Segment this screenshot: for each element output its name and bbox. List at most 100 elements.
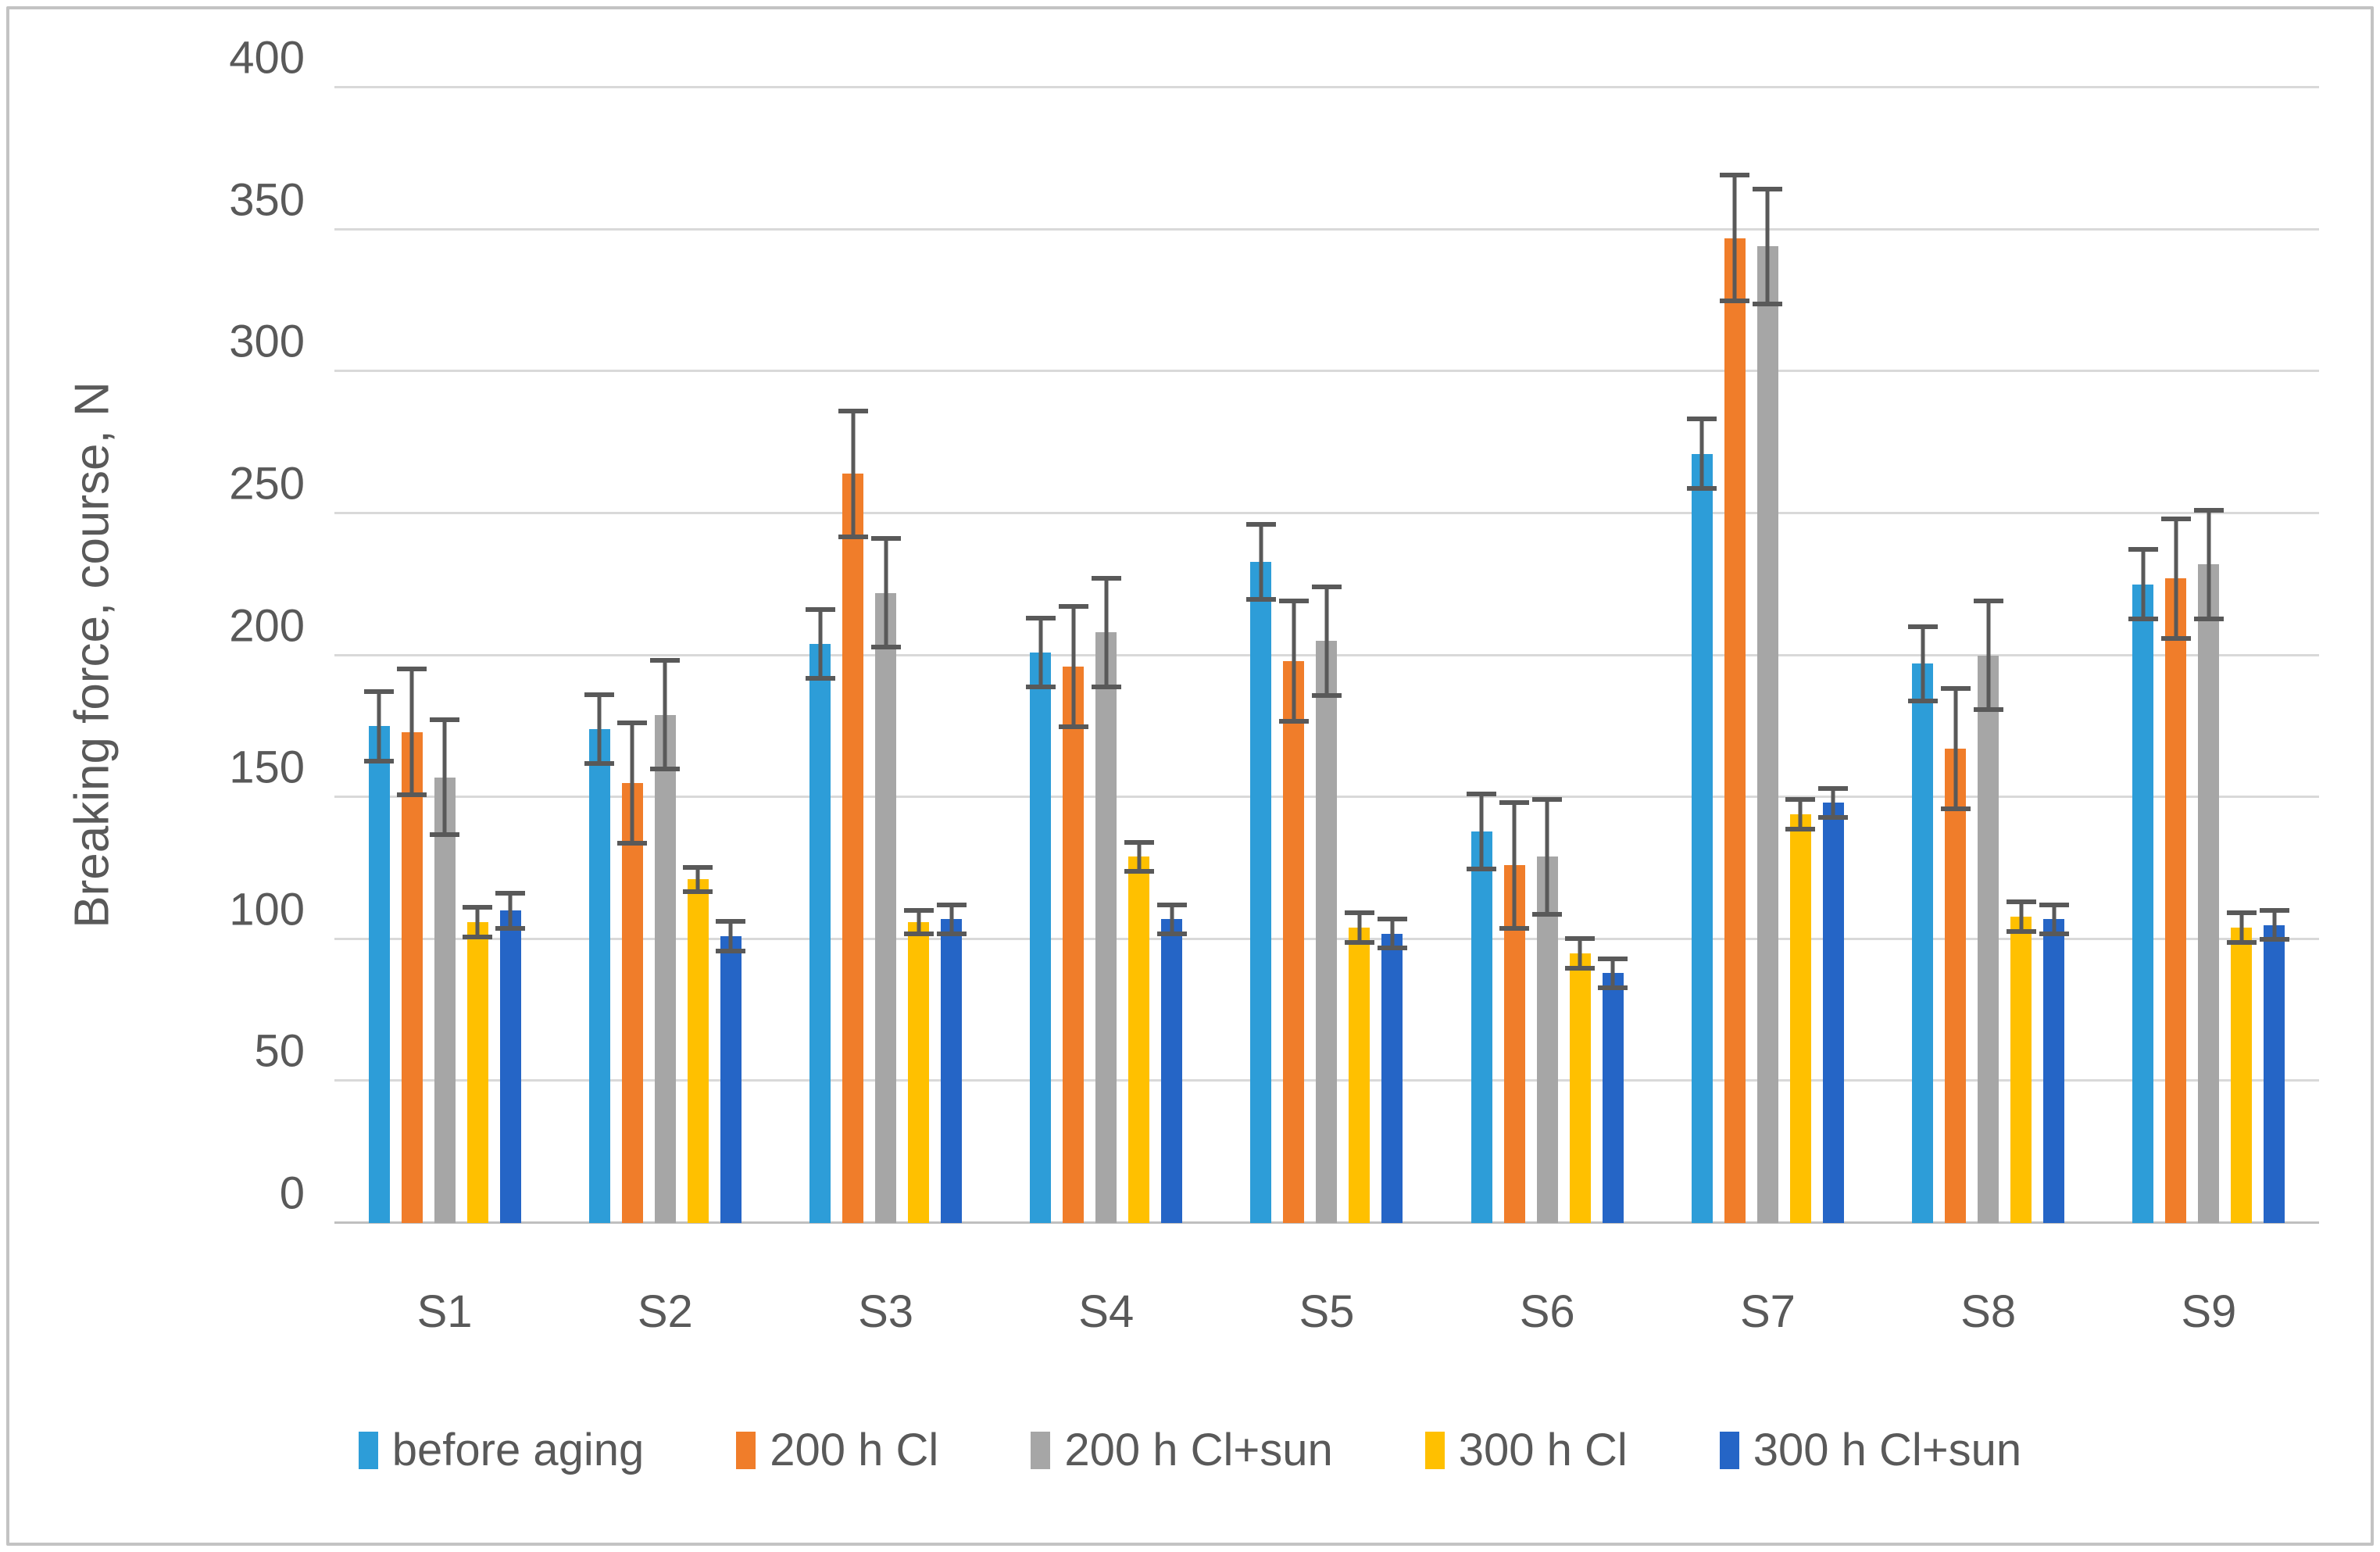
bar-S5-series-1 [1245,521,1276,1223]
error-bar-bottom-cap [1785,826,1816,831]
bar-S5-series-3 [1311,584,1342,1223]
bar-S6-series-3 [1532,797,1563,1223]
error-bar-stem [597,692,602,767]
error-bar-bottom-cap [1156,932,1187,937]
gridline [334,511,2319,514]
error-bar [1499,799,1530,931]
error-bar-top-cap [1687,417,1717,422]
error-bar-stem [1921,624,1925,704]
error-bar-stem [1578,936,1582,971]
error-bar-top-cap [1753,187,1783,192]
error-bar-stem [1765,187,1770,306]
error-bar-stem [1104,575,1109,690]
error-bar-top-cap [1344,910,1374,916]
bar-S8-series-5 [2039,902,2069,1223]
error-bar [683,865,713,894]
bar-S6-series-4 [1565,936,1596,1223]
error-bar-bottom-cap [397,792,427,798]
bar-S3-series-2 [838,408,868,1223]
bar-group-S7 [1657,88,1878,1223]
error-bar-stem [1831,785,1835,821]
error-bar-top-cap [2259,907,2289,913]
error-bar-bottom-cap [1124,869,1154,874]
error-bar-bottom-cap [1344,940,1374,946]
error-bar-top-cap [1973,598,2003,603]
error-bar-top-cap [2226,910,2257,916]
error-bar [1720,173,1750,304]
bar-S1-series-5 [495,891,526,1223]
error-bar-top-cap [2006,899,2036,904]
error-bar-top-cap [1818,785,1849,791]
error-bar-top-cap [1598,956,1628,961]
bar-S3-series-5 [936,902,967,1223]
error-bar-stem [409,667,414,798]
error-bar-top-cap [1245,521,1276,527]
error-bar [430,717,460,837]
x-tick-label-S6: S6 [1519,1286,1575,1337]
legend-label: 200 h Cl+sun [1064,1425,1333,1475]
error-bar-stem [1137,839,1142,874]
error-bar-stem [695,865,700,894]
error-bar-bottom-cap [1532,911,1563,917]
gridline [334,86,2319,88]
error-bar-stem [508,891,513,931]
legend-item-1: before aging [358,1424,645,1476]
error-bar-top-cap [2193,507,2224,513]
error-bar-top-cap [2128,547,2158,552]
error-bar [1598,956,1628,991]
error-bar-bottom-cap [495,925,526,931]
error-bar-bottom-cap [1058,724,1088,729]
bar-S7-series-3 [1753,187,1783,1223]
bar-S7-series-1 [1687,417,1717,1223]
legend-swatch-icon [736,1431,756,1469]
error-bar-bottom-cap [1940,806,1971,812]
legend: before aging 200 h Cl 200 h Cl+sun 300 h Cl… [0,1424,2380,1476]
error-bar-bottom-cap [2039,932,2069,937]
error-bar-top-cap [1311,584,1342,589]
error-bar-bottom-cap [1687,485,1717,491]
legend-swatch-icon [1424,1431,1445,1469]
bar-S2-series-2 [617,721,648,1223]
bar-S8-series-3 [1973,598,2003,1223]
x-tick-label-S2: S2 [637,1286,693,1337]
x-tick-label-S1: S1 [416,1286,473,1337]
error-bar [1687,417,1717,491]
bar-S2-series-5 [716,919,746,1223]
error-bar-top-cap [584,692,615,697]
error-bar-bottom-cap [1598,985,1628,991]
error-bar [584,692,615,767]
error-bar-bottom-cap [584,761,615,767]
error-bar [1785,797,1816,831]
error-bar [1091,575,1121,690]
error-bar-top-cap [1025,615,1056,620]
error-bar-top-cap [1907,624,1938,629]
bar-group-S3 [775,88,995,1223]
error-bar-bottom-cap [1907,699,1938,704]
bar-group-S4 [996,88,1217,1223]
error-bar-bottom-cap [1377,946,1407,951]
error-bar-bottom-cap [364,758,395,763]
error-bar [495,891,526,931]
y-tick-label: 200 [229,600,305,651]
error-bar [1278,598,1309,724]
error-bar-stem [1357,910,1362,946]
legend-label: before aging [391,1425,645,1475]
error-bar-top-cap [1091,575,1121,581]
error-bar-stem [1986,598,1991,713]
error-bar-bottom-cap [2006,928,2036,934]
error-bar-stem [2052,902,2057,937]
bar-S1-series-4 [463,905,493,1223]
bar-S6-series-5 [1598,956,1628,1223]
bar-group-S5 [1217,88,1437,1223]
x-tick-label-S4: S4 [1078,1286,1135,1337]
y-tick-label: 400 [229,32,305,84]
error-bar-stem [818,606,823,681]
legend-label: 300 h Cl+sun [1753,1425,2022,1475]
error-bar [617,721,648,846]
bar-S1-series-2 [397,667,427,1223]
error-bar [1907,624,1938,704]
error-bar-stem [1170,902,1174,937]
error-bar-bottom-cap [870,645,901,650]
error-bar [870,535,901,650]
